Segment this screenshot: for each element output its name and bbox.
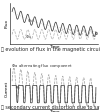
Y-axis label: Current: Current [5, 80, 9, 97]
Text: $\Phi_{dc}$: $\Phi_{dc}$ [27, 17, 36, 25]
Text: $\Phi_a$: alternating flux component: $\Phi_a$: alternating flux component [11, 62, 73, 70]
Y-axis label: Flux: Flux [5, 19, 9, 28]
Text: $\Phi_{dc}$: flux due to DC component of current: $\Phi_{dc}$: flux due to DC component of… [11, 72, 93, 80]
Text: $\Phi$: $\Phi$ [94, 30, 99, 37]
Text: $\Phi$: total flux: $\Phi$: total flux [11, 82, 36, 88]
Text: $i_s$: $i_s$ [15, 83, 20, 91]
Text: $i_p$: $i_p$ [16, 85, 21, 93]
Text: $\Phi_a$: $\Phi_a$ [25, 33, 31, 41]
X-axis label: Time: Time [49, 110, 59, 112]
Text: Ⓐ evolution of flux in the magnetic circuit of the current transformer: Ⓐ evolution of flux in the magnetic circ… [1, 47, 100, 52]
X-axis label: Time: Time [49, 45, 59, 49]
Text: Ⓑ secondary current distortion due to saturation.: Ⓑ secondary current distortion due to sa… [1, 105, 100, 110]
